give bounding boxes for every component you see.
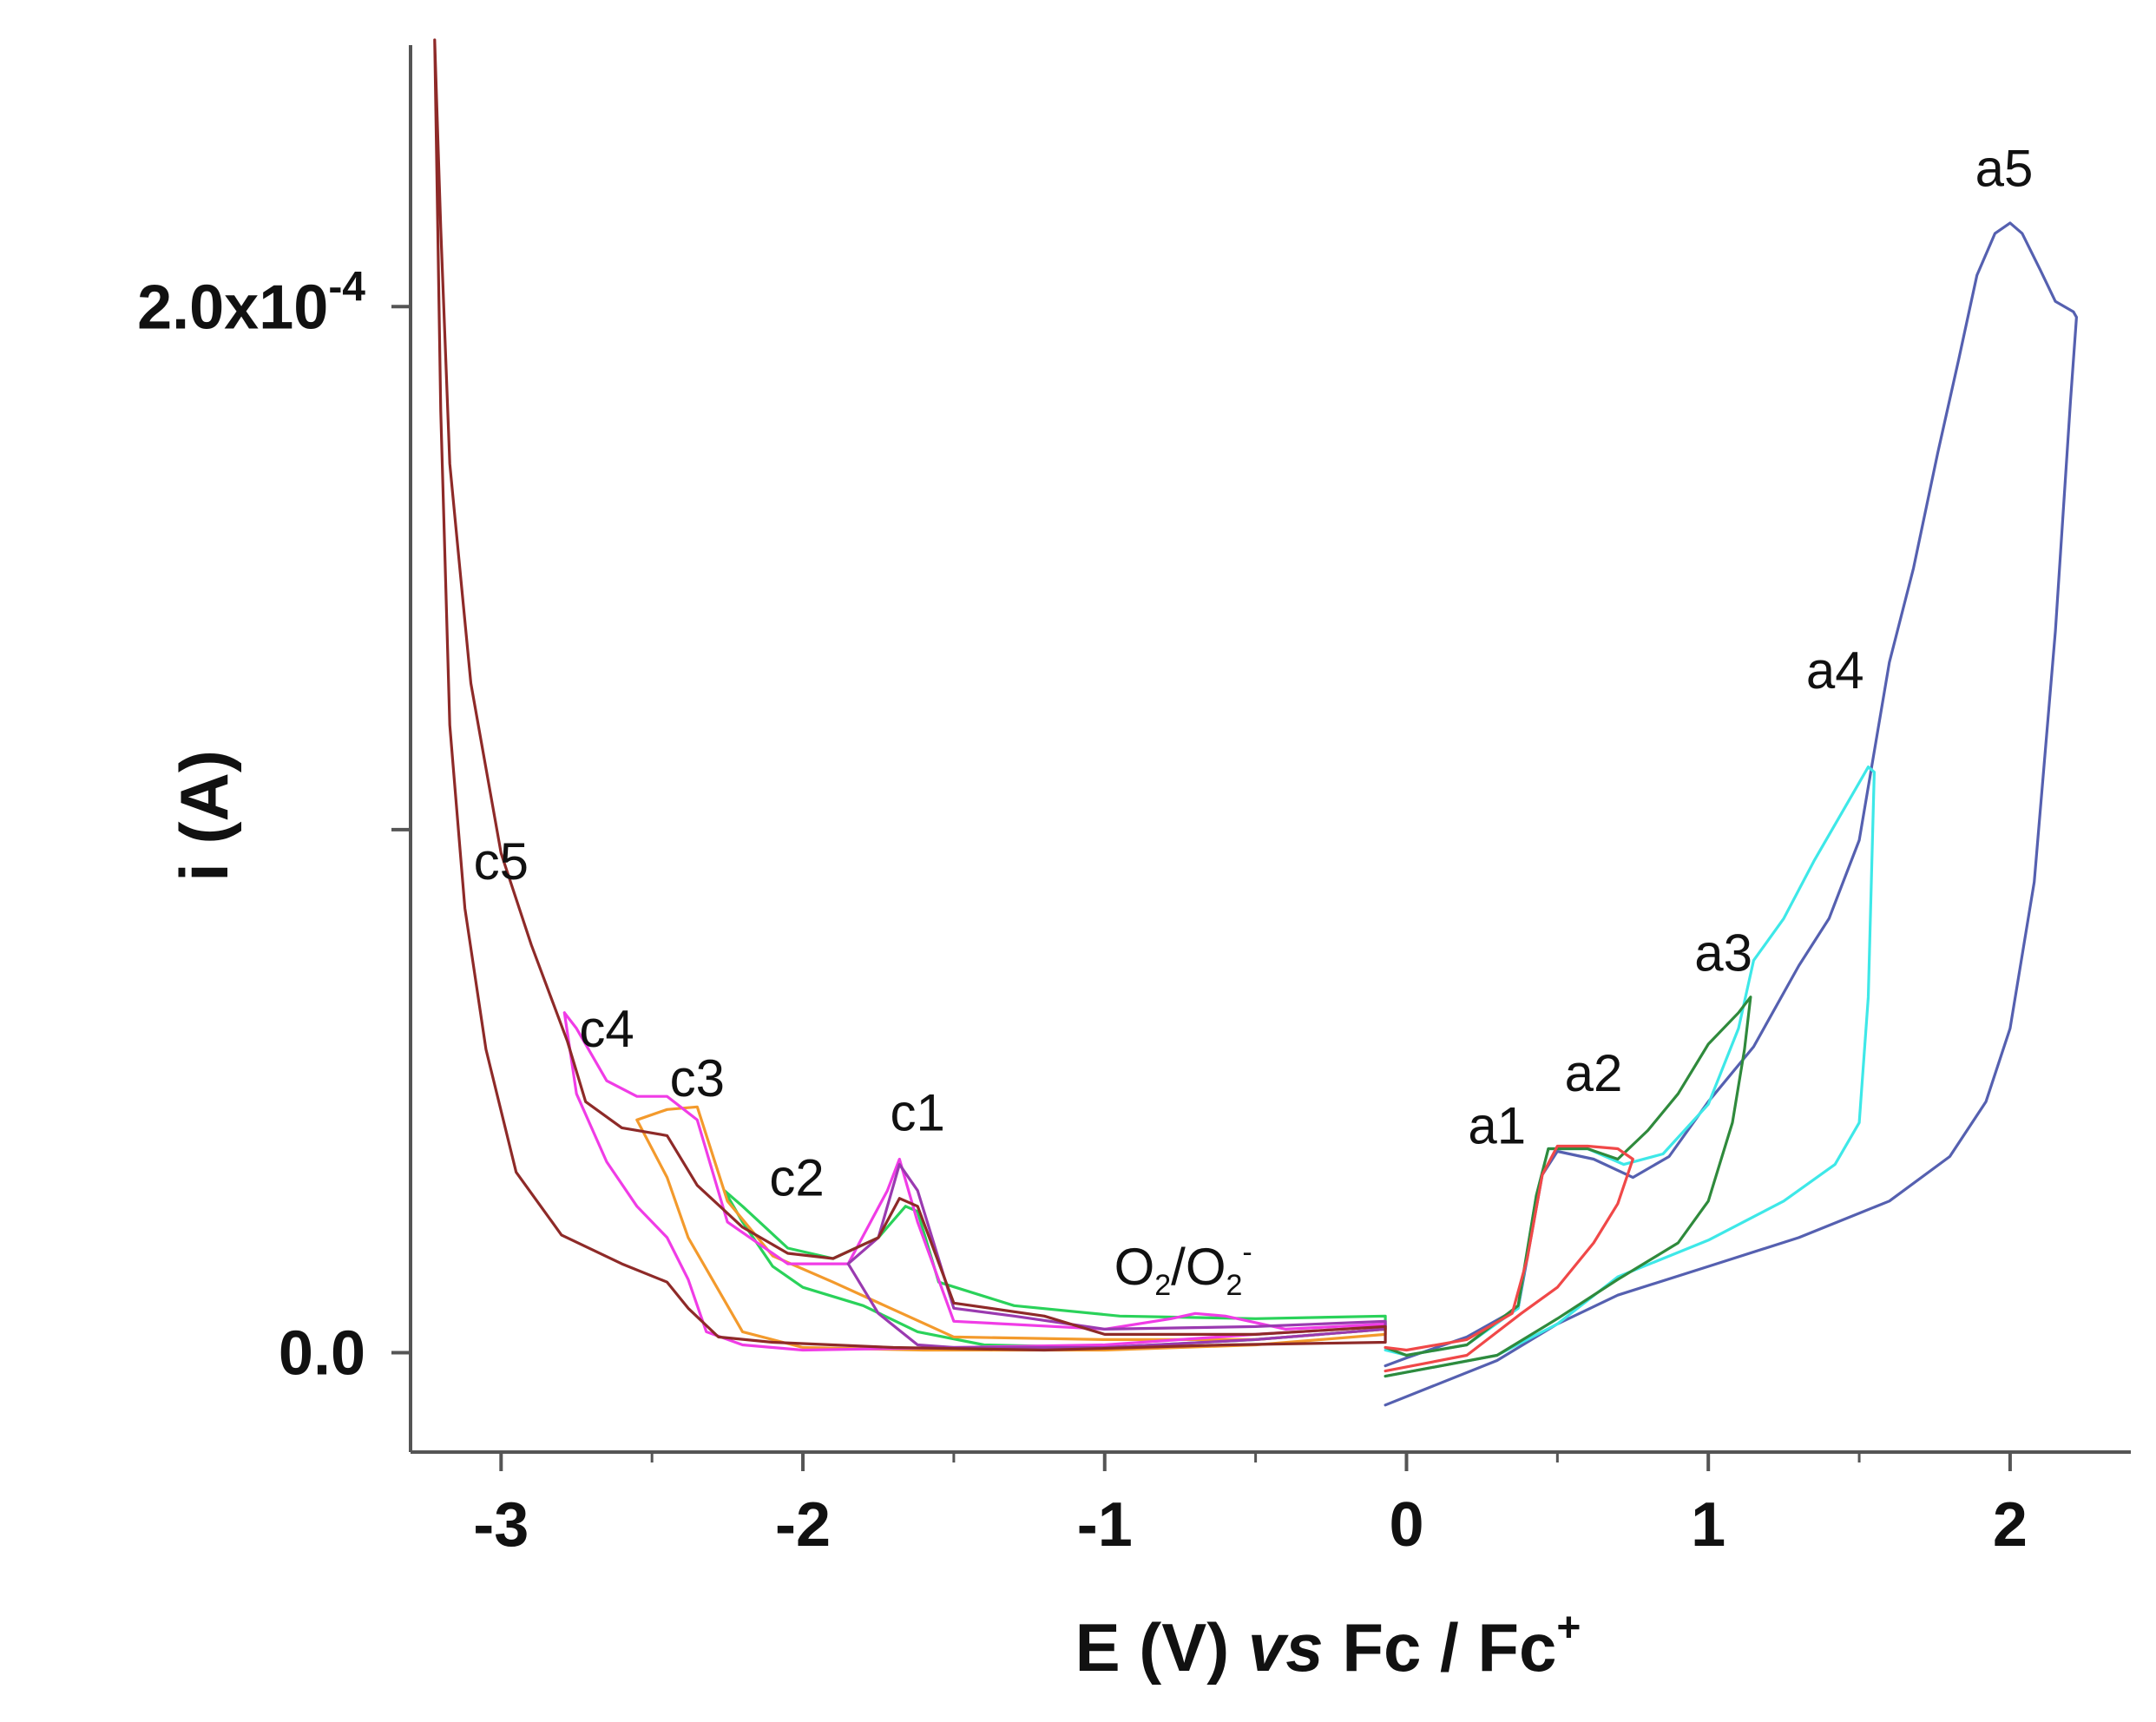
series-8-curve bbox=[433, 38, 1387, 1352]
series-1-curve bbox=[1384, 766, 1876, 1378]
series-7-curve bbox=[846, 1163, 1387, 1350]
x-tick-label: -3 bbox=[473, 1490, 529, 1560]
x-tick-label: -2 bbox=[775, 1490, 831, 1560]
y-tick-label: 2.0x10-4 bbox=[137, 264, 365, 342]
x-tick-label: 0 bbox=[1389, 1490, 1423, 1560]
series-6-curve bbox=[562, 1011, 1387, 1352]
y-axis-title: i (A) bbox=[166, 750, 242, 882]
x-axis-title: E (V) vs Fc / Fc+ bbox=[1075, 1605, 1581, 1686]
annotation-c3: c3 bbox=[670, 1049, 725, 1107]
annotation-o2-label: O2/O2- bbox=[1114, 1236, 1252, 1302]
annotation-c4: c4 bbox=[579, 1000, 634, 1058]
annotation-c1: c1 bbox=[890, 1083, 944, 1141]
annotation-a1: a1 bbox=[1468, 1096, 1526, 1154]
series-3-curve bbox=[1384, 1144, 1634, 1373]
y-tick-label: 0.0 bbox=[279, 1319, 365, 1389]
annotation-a3: a3 bbox=[1694, 924, 1752, 983]
annotation-a4: a4 bbox=[1806, 641, 1864, 700]
series-0-curve bbox=[1384, 221, 2078, 1407]
x-tick-label: 2 bbox=[1993, 1490, 2028, 1560]
annotation-a2: a2 bbox=[1565, 1044, 1623, 1102]
x-tick-label: -1 bbox=[1077, 1490, 1133, 1560]
annotation-c2: c2 bbox=[769, 1149, 824, 1207]
series-5-curve bbox=[635, 1105, 1387, 1352]
annotation-c5: c5 bbox=[474, 832, 529, 891]
x-tick-label: 1 bbox=[1691, 1490, 1725, 1560]
annotation-a5: a5 bbox=[1975, 140, 2034, 198]
